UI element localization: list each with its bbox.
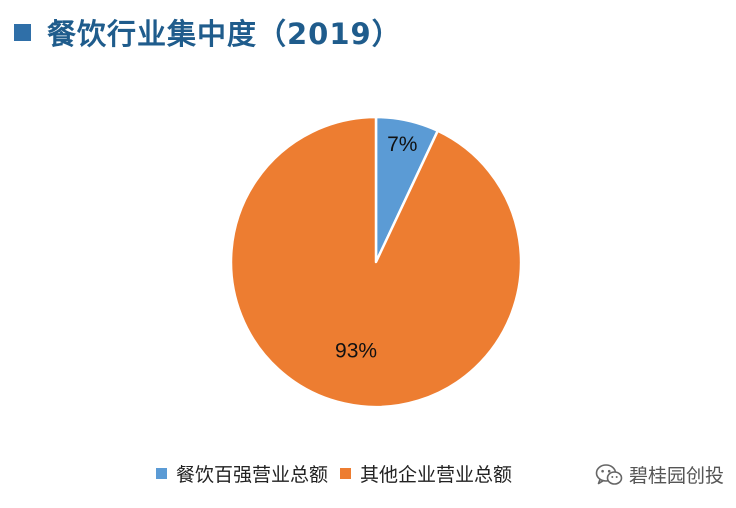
pie-slice-label-1: 7%	[387, 133, 417, 156]
pie-slice-2	[229, 115, 523, 409]
wechat-icon	[595, 463, 623, 485]
legend-swatch-others	[340, 467, 352, 479]
legend-item-top100: 餐饮百强营业总额	[156, 460, 328, 487]
title-marker-square	[14, 23, 31, 41]
chart-title-row: 餐饮行业集中度（2019）	[14, 10, 402, 54]
legend-label-others: 其他企业营业总额	[360, 463, 513, 486]
legend-swatch-top100	[156, 467, 167, 479]
legend-label-top100: 餐饮百强营业总额	[176, 463, 329, 486]
watermark-text: 碧桂园创投	[628, 465, 724, 487]
chart-legend: 餐饮百强营业总额 其他企业营业总额	[156, 458, 524, 488]
watermark: 碧桂园创投	[595, 461, 724, 488]
chart-title: 餐饮行业集中度（2019）	[47, 17, 402, 51]
pie-slice-label-2: 93%	[335, 340, 377, 363]
legend-item-others: 其他企业营业总额	[340, 460, 512, 487]
